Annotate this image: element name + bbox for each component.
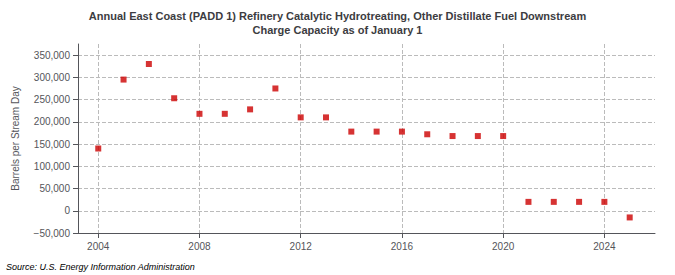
svg-text:Source: U.S. Energy Informatio: Source: U.S. Energy Information Administ…: [6, 262, 195, 272]
svg-text:50,000: 50,000: [39, 183, 70, 194]
svg-text:2012: 2012: [290, 241, 313, 252]
svg-text:2004: 2004: [87, 241, 110, 252]
svg-text:2008: 2008: [188, 241, 211, 252]
svg-text:300,000: 300,000: [34, 72, 71, 83]
svg-text:Barrels per Stream Day: Barrels per Stream Day: [10, 86, 21, 190]
svg-text:2024: 2024: [593, 241, 616, 252]
svg-text:150,000: 150,000: [34, 139, 71, 150]
svg-text:2020: 2020: [492, 241, 515, 252]
svg-text:0: 0: [64, 205, 70, 216]
svg-text:200,000: 200,000: [34, 116, 71, 127]
svg-text:Annual East Coast (PADD 1) Ref: Annual East Coast (PADD 1) Refinery Cata…: [89, 10, 587, 22]
svg-text:2016: 2016: [391, 241, 414, 252]
svg-text:−50,000: −50,000: [34, 228, 71, 239]
svg-text:250,000: 250,000: [34, 94, 71, 105]
svg-text:Charge Capacity as of January: Charge Capacity as of January 1: [253, 24, 423, 36]
svg-text:100,000: 100,000: [34, 161, 71, 172]
svg-text:350,000: 350,000: [34, 50, 71, 61]
